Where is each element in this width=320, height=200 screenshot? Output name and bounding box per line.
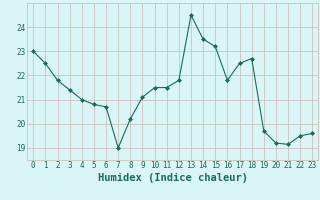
X-axis label: Humidex (Indice chaleur): Humidex (Indice chaleur)	[98, 173, 248, 183]
